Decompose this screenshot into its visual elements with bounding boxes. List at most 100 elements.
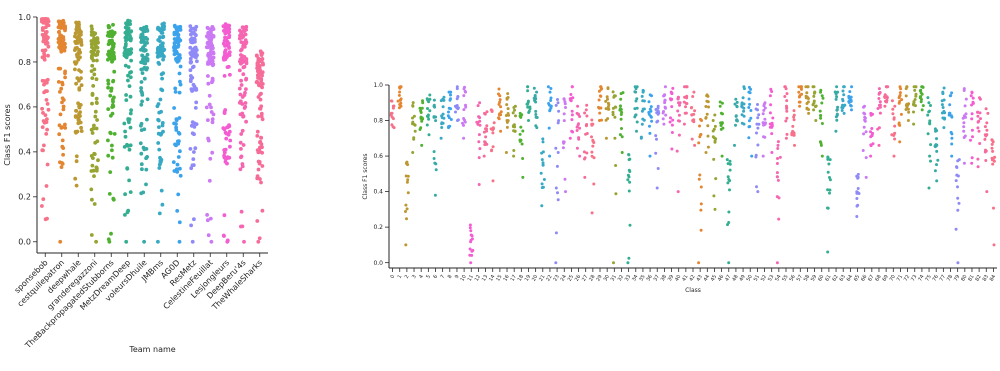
- data-point: [243, 38, 248, 42]
- data-point: [89, 187, 94, 192]
- data-point: [704, 105, 708, 108]
- data-point: [41, 35, 46, 40]
- data-point: [227, 46, 232, 50]
- x-tick-label: 60: [817, 274, 825, 283]
- data-point: [90, 91, 95, 96]
- data-point: [482, 130, 486, 134]
- data-point: [541, 137, 545, 141]
- data-point: [683, 111, 687, 115]
- data-point: [441, 112, 445, 116]
- data-point: [863, 115, 867, 119]
- data-point: [442, 95, 446, 99]
- data-point: [77, 104, 81, 109]
- data-point: [827, 162, 831, 166]
- data-point: [527, 105, 531, 109]
- x-tick-label: 38: [660, 274, 668, 283]
- data-point: [155, 47, 160, 52]
- data-point: [563, 177, 567, 181]
- data-point: [693, 109, 697, 113]
- data-point: [497, 92, 500, 96]
- data-point: [237, 36, 242, 41]
- x-tick-label: 64: [846, 274, 854, 283]
- data-point: [405, 180, 409, 184]
- data-point: [826, 170, 830, 174]
- data-point: [670, 123, 674, 127]
- x-tick-label: 74: [917, 274, 925, 283]
- data-point: [870, 127, 874, 130]
- data-point: [259, 91, 263, 96]
- data-point: [541, 140, 545, 144]
- data-point: [58, 239, 63, 244]
- x-tick-label: 45: [710, 274, 718, 283]
- data-point: [74, 81, 78, 86]
- x-tick-label: 49: [738, 274, 746, 283]
- x-tick-label: 5: [425, 274, 432, 280]
- data-point: [878, 111, 882, 115]
- data-point: [156, 38, 161, 42]
- data-point: [189, 166, 194, 171]
- data-point: [177, 220, 182, 225]
- data-point: [208, 156, 213, 161]
- data-point: [506, 107, 510, 111]
- data-point: [741, 96, 745, 100]
- data-point: [542, 178, 546, 181]
- data-point: [742, 102, 746, 106]
- data-point: [749, 87, 753, 91]
- data-point: [606, 117, 610, 121]
- data-point: [984, 159, 988, 162]
- data-point: [411, 116, 414, 120]
- data-point: [242, 45, 247, 49]
- data-point: [257, 59, 262, 64]
- data-point: [145, 41, 150, 45]
- data-point: [209, 47, 213, 51]
- data-point: [462, 136, 466, 140]
- data-point: [554, 261, 558, 265]
- data-point: [242, 55, 247, 59]
- data-point: [928, 122, 932, 126]
- data-point: [976, 110, 980, 114]
- x-tick-label: 79: [953, 274, 961, 283]
- data-point: [259, 135, 263, 140]
- data-point: [124, 42, 128, 46]
- x-tick-label: 78: [946, 274, 954, 283]
- data-point: [676, 109, 680, 113]
- data-point: [206, 26, 211, 31]
- data-point: [89, 69, 94, 73]
- data-point: [477, 140, 481, 144]
- data-point: [633, 107, 637, 111]
- data-point: [158, 35, 162, 40]
- data-point: [556, 198, 560, 202]
- data-point: [611, 113, 615, 117]
- data-point: [663, 85, 667, 89]
- data-point: [634, 99, 638, 103]
- data-point: [784, 136, 788, 140]
- data-point: [970, 161, 974, 165]
- data-point: [491, 131, 495, 135]
- data-point: [713, 113, 717, 117]
- x-tick-label: 37: [653, 274, 661, 283]
- y-tick-label: 0.4: [373, 189, 383, 196]
- data-point: [259, 104, 264, 109]
- data-point: [798, 104, 802, 108]
- data-point: [505, 125, 509, 129]
- data-point: [160, 202, 165, 207]
- data-point: [898, 91, 902, 95]
- data-point: [40, 125, 45, 129]
- data-point: [861, 149, 865, 152]
- data-point: [904, 94, 908, 98]
- data-point: [107, 49, 111, 54]
- data-point: [244, 24, 249, 29]
- data-point: [697, 177, 701, 181]
- data-point: [933, 127, 937, 131]
- data-point: [791, 129, 795, 133]
- data-point: [404, 174, 408, 178]
- data-point: [900, 98, 904, 102]
- data-point: [514, 114, 517, 118]
- data-point: [239, 31, 244, 35]
- data-point: [61, 35, 66, 39]
- data-point: [899, 112, 903, 116]
- data-point: [79, 76, 83, 80]
- data-point: [755, 131, 758, 135]
- data-point: [92, 32, 97, 36]
- data-point: [491, 179, 495, 183]
